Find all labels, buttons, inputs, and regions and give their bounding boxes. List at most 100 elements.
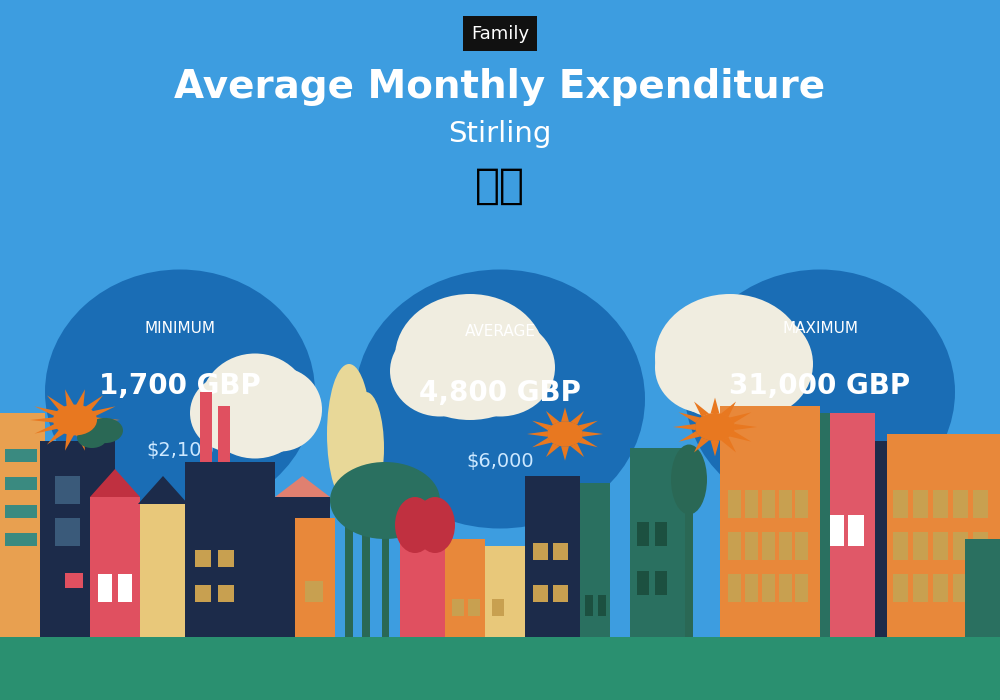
Polygon shape xyxy=(570,443,584,457)
Polygon shape xyxy=(721,438,736,452)
Polygon shape xyxy=(47,395,66,411)
Bar xyxy=(90,497,140,637)
Ellipse shape xyxy=(200,354,310,458)
Bar xyxy=(779,490,792,518)
Bar xyxy=(828,514,844,546)
Text: MAXIMUM: MAXIMUM xyxy=(782,321,858,336)
Bar xyxy=(762,574,775,602)
Polygon shape xyxy=(91,406,116,416)
Bar xyxy=(745,574,758,602)
Bar xyxy=(275,497,330,637)
Polygon shape xyxy=(90,469,140,497)
Ellipse shape xyxy=(445,318,555,416)
Polygon shape xyxy=(75,389,85,407)
Bar xyxy=(0,637,1000,700)
Bar xyxy=(637,522,649,546)
Text: Average Monthly Expenditure: Average Monthly Expenditure xyxy=(174,69,826,106)
Bar xyxy=(655,522,667,546)
Text: Family: Family xyxy=(471,25,529,43)
Bar xyxy=(953,574,968,602)
Ellipse shape xyxy=(327,364,371,504)
Circle shape xyxy=(87,418,123,443)
Bar xyxy=(820,413,830,637)
Bar xyxy=(933,574,948,602)
Bar xyxy=(445,539,485,637)
Bar xyxy=(685,483,693,637)
Bar xyxy=(492,598,504,616)
Text: 4,800 GBP: 4,800 GBP xyxy=(419,379,581,407)
Bar xyxy=(965,539,1000,637)
Bar xyxy=(779,574,792,602)
Bar xyxy=(953,532,968,560)
Polygon shape xyxy=(65,433,75,451)
Bar xyxy=(138,504,188,637)
Polygon shape xyxy=(30,417,55,423)
Bar xyxy=(553,584,568,602)
Polygon shape xyxy=(532,438,552,447)
Bar xyxy=(973,490,988,518)
Ellipse shape xyxy=(238,368,322,452)
Bar xyxy=(585,595,593,616)
Bar xyxy=(795,490,808,518)
Bar xyxy=(913,490,928,518)
Polygon shape xyxy=(561,447,569,461)
Polygon shape xyxy=(711,441,719,456)
Text: MINIMUM: MINIMUM xyxy=(144,321,216,336)
Bar xyxy=(295,518,335,637)
Bar xyxy=(147,578,160,602)
Circle shape xyxy=(53,405,97,435)
Bar xyxy=(875,441,887,637)
Text: $6,000: $6,000 xyxy=(466,452,534,470)
Bar xyxy=(913,574,928,602)
Bar xyxy=(405,567,445,637)
Polygon shape xyxy=(721,402,736,416)
Bar xyxy=(55,476,80,504)
Bar xyxy=(887,434,1000,637)
Polygon shape xyxy=(138,476,188,504)
Bar xyxy=(400,525,450,637)
Bar xyxy=(305,581,323,602)
Polygon shape xyxy=(75,433,85,451)
Bar xyxy=(218,406,230,462)
Polygon shape xyxy=(34,406,59,416)
Bar xyxy=(40,441,115,637)
Bar xyxy=(913,532,928,560)
Polygon shape xyxy=(527,431,547,437)
Polygon shape xyxy=(546,443,560,457)
Bar xyxy=(65,573,83,588)
Polygon shape xyxy=(673,424,695,430)
Bar xyxy=(218,550,234,567)
Ellipse shape xyxy=(190,374,270,452)
Circle shape xyxy=(77,427,107,448)
Circle shape xyxy=(547,421,583,447)
Bar xyxy=(893,574,908,602)
Polygon shape xyxy=(711,398,719,413)
Text: 31,000 GBP: 31,000 GBP xyxy=(729,372,911,400)
Bar xyxy=(362,462,370,637)
Bar xyxy=(195,584,211,602)
Polygon shape xyxy=(730,412,751,423)
Bar xyxy=(630,448,685,637)
Bar xyxy=(848,514,864,546)
Polygon shape xyxy=(735,424,757,430)
Ellipse shape xyxy=(395,294,545,420)
Bar xyxy=(728,532,741,560)
Ellipse shape xyxy=(395,497,435,553)
Polygon shape xyxy=(34,424,59,434)
Bar xyxy=(720,406,820,637)
Text: $39,000: $39,000 xyxy=(780,441,860,461)
Bar xyxy=(580,483,610,637)
Bar xyxy=(745,490,758,518)
Bar xyxy=(762,490,775,518)
Text: 🇬🇧: 🇬🇧 xyxy=(475,164,525,206)
Text: $2,100: $2,100 xyxy=(146,441,214,461)
Bar xyxy=(533,584,548,602)
Bar xyxy=(728,490,741,518)
Polygon shape xyxy=(84,395,103,411)
Bar xyxy=(655,570,667,595)
Polygon shape xyxy=(694,438,709,452)
Bar xyxy=(795,532,808,560)
Ellipse shape xyxy=(355,270,645,528)
Bar xyxy=(745,532,758,560)
Text: 1,700 GBP: 1,700 GBP xyxy=(99,372,261,400)
